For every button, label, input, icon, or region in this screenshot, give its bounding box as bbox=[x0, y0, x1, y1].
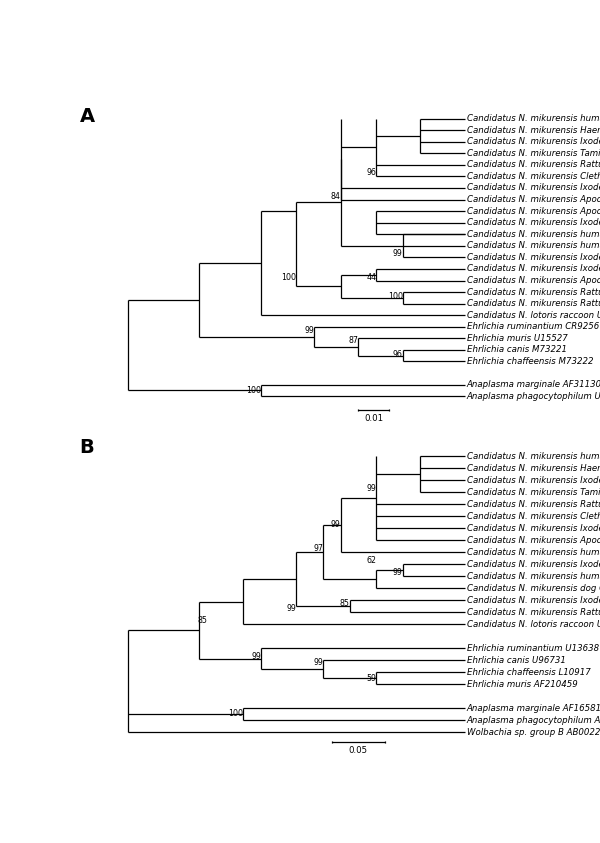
Text: 99: 99 bbox=[313, 658, 323, 667]
Text: Candidatus N. mikurensis Rattus norvegicus Japan AB084582: Candidatus N. mikurensis Rattus norvegic… bbox=[467, 299, 600, 309]
Text: Candidatus N. mikurensis Ixodes ricinus Netherlands AF104680: Candidatus N. mikurensis Ixodes ricinus … bbox=[467, 253, 600, 262]
Text: 0.01: 0.01 bbox=[364, 414, 383, 423]
Text: 96: 96 bbox=[393, 350, 403, 359]
Text: 99: 99 bbox=[393, 568, 403, 577]
Text: Ehrlichia ruminantium CR925678: Ehrlichia ruminantium CR925678 bbox=[467, 322, 600, 331]
Text: 100: 100 bbox=[281, 272, 296, 282]
Text: Candidatus N. mikurensis Clethrionomys rufocanus Heilongjiang JQ359069*: Candidatus N. mikurensis Clethrionomys r… bbox=[467, 512, 600, 521]
Text: Candidatus N. mikurensis human Germany EU810406: Candidatus N. mikurensis human Germany E… bbox=[467, 572, 600, 581]
Text: Ehrlichia muris AF210459: Ehrlichia muris AF210459 bbox=[467, 679, 578, 689]
Text: Candidatus N. mikurensis Ixodes ricinus Germany EU810407: Candidatus N. mikurensis Ixodes ricinus … bbox=[467, 560, 600, 569]
Text: Candidatus N. mikurensis Ixodes ovatus Japan AB074461: Candidatus N. mikurensis Ixodes ovatus J… bbox=[467, 596, 600, 604]
Text: Ehrlichia canis U96731: Ehrlichia canis U96731 bbox=[467, 656, 566, 665]
Text: 99: 99 bbox=[367, 484, 376, 493]
Text: Candidatus N. mikurensis Ixodes persulcatus Siberia FJ966359: Candidatus N. mikurensis Ixodes persulca… bbox=[467, 524, 600, 533]
Text: 84: 84 bbox=[331, 191, 341, 201]
Text: 0.05: 0.05 bbox=[349, 746, 368, 755]
Text: 96: 96 bbox=[366, 169, 376, 177]
Text: Candidatus N. mikurensis human Switzerland GQ501090: Candidatus N. mikurensis human Switzerla… bbox=[467, 230, 600, 239]
Text: Candidatus N. mikurensis Apodemus peninsulae Russia Far East FJ966366: Candidatus N. mikurensis Apodemus penins… bbox=[467, 195, 600, 204]
Text: Candidatus N. mikurensis Ixodes persulcatus Heilongjiang JQ359077*: Candidatus N. mikurensis Ixodes persulca… bbox=[467, 475, 600, 485]
Text: Anaplasma phagocytophilum U02521: Anaplasma phagocytophilum U02521 bbox=[467, 392, 600, 400]
Text: 59: 59 bbox=[366, 674, 376, 683]
Text: Candidatus N. mikurensis Tamias sibiricus Heilongjiang JQ359054*: Candidatus N. mikurensis Tamias sibiricu… bbox=[467, 148, 600, 158]
Text: Candidatus N. mikurensis Ixodes persulcatus Heilongjiang JQ359060*: Candidatus N. mikurensis Ixodes persulca… bbox=[467, 137, 600, 146]
Text: A: A bbox=[79, 107, 95, 126]
Text: 99: 99 bbox=[304, 325, 314, 335]
Text: Candidatus N. mikurensis Tamias sibiricus Heilongjiang JQ359071*: Candidatus N. mikurensis Tamias sibiricu… bbox=[467, 487, 600, 497]
Text: Candidatus N. mikurensis Ixodes ricinus Germany EU810405: Candidatus N. mikurensis Ixodes ricinus … bbox=[467, 218, 600, 227]
Text: Candidatus N. mikurensis Ixodes persulcatus Siberia FJ966360: Candidatus N. mikurensis Ixodes persulca… bbox=[467, 184, 600, 192]
Text: Candidatus N. mikurensis human Heilongjiang JQ359062*: Candidatus N. mikurensis human Heilongji… bbox=[467, 452, 600, 460]
Text: 100: 100 bbox=[228, 709, 243, 717]
Text: 44: 44 bbox=[366, 272, 376, 282]
Text: 99: 99 bbox=[393, 250, 403, 259]
Text: 87: 87 bbox=[349, 336, 358, 345]
Text: Candidatus N. mikurensis Rattus norvegicus Guangzhou AY135531: Candidatus N. mikurensis Rattus norvegic… bbox=[467, 287, 600, 297]
Text: 85: 85 bbox=[340, 599, 350, 609]
Text: 99: 99 bbox=[287, 604, 296, 613]
Text: Candidatus N. mikurensis human Heilongjiang JQ359045*: Candidatus N. mikurensis human Heilongji… bbox=[467, 114, 600, 123]
Text: Ehrlichia ruminantium U13638: Ehrlichia ruminantium U13638 bbox=[467, 644, 599, 652]
Text: Candidatus N. mikurensis Apodemus peninsulae Russia Far East FJ966365: Candidatus N. mikurensis Apodemus penins… bbox=[467, 535, 600, 545]
Text: Candidatus N. mikurensis Haemaphysalis concinna Heilongjiang JQ359078*: Candidatus N. mikurensis Haemaphysalis c… bbox=[467, 464, 600, 473]
Text: Candidatus N. mikurensis Apodemus argenteus Japan AB196304: Candidatus N. mikurensis Apodemus argent… bbox=[467, 276, 600, 285]
Text: Candidatus N. mikurensis Rattus norvegicus Japan AB084583: Candidatus N. mikurensis Rattus norvegic… bbox=[467, 608, 600, 617]
Text: Ehrlichia chaffeensis M73222: Ehrlichia chaffeensis M73222 bbox=[467, 357, 593, 366]
Text: 100: 100 bbox=[388, 293, 403, 301]
Text: B: B bbox=[79, 438, 94, 457]
Text: Candidatus N. mikurensis dog Germany EU432375: Candidatus N. mikurensis dog Germany EU4… bbox=[467, 583, 600, 593]
Text: Candidatus N. mikurensis Rattus norvegicus Heilongjiang JQ359070*: Candidatus N. mikurensis Rattus norvegic… bbox=[467, 500, 600, 508]
Text: Ehrlichia chaffeensis L10917: Ehrlichia chaffeensis L10917 bbox=[467, 668, 590, 677]
Text: Anaplasma marginale AF165812: Anaplasma marginale AF165812 bbox=[467, 704, 600, 712]
Text: 99: 99 bbox=[331, 520, 341, 529]
Text: 100: 100 bbox=[246, 386, 261, 395]
Text: 99: 99 bbox=[251, 652, 261, 661]
Text: Candidatus N. mikurensis Ixodes ovatus Japan AB074460: Candidatus N. mikurensis Ixodes ovatus J… bbox=[467, 265, 600, 273]
Text: Candidatus N. mikurensis human Germany EU810404: Candidatus N. mikurensis human Germany E… bbox=[467, 241, 600, 250]
Text: 85: 85 bbox=[198, 616, 208, 626]
Text: Candidatus N. mikurensis Apodemus speciosus Japan AB196305: Candidatus N. mikurensis Apodemus specio… bbox=[467, 207, 600, 216]
Text: Candidatus N. lotoris raccoon USA EF633744: Candidatus N. lotoris raccoon USA EF6337… bbox=[467, 311, 600, 319]
Text: 62: 62 bbox=[366, 556, 376, 565]
Text: Anaplasma marginale AF311303: Anaplasma marginale AF311303 bbox=[467, 380, 600, 389]
Text: Candidatus N. mikurensis Rattus norvegicus Heilongjiang JQ359053*: Candidatus N. mikurensis Rattus norvegic… bbox=[467, 160, 600, 169]
Text: Candidatus N. mikurensis Haemaphysalis concinna Heilongjiang JQ359061*: Candidatus N. mikurensis Haemaphysalis c… bbox=[467, 126, 600, 135]
Text: Anaplasma phagocytophilum AF033101: Anaplasma phagocytophilum AF033101 bbox=[467, 716, 600, 725]
Text: 97: 97 bbox=[313, 544, 323, 553]
Text: Ehrlichia muris U15527: Ehrlichia muris U15527 bbox=[467, 334, 568, 343]
Text: Wolbachia sp. group B AB002286: Wolbachia sp. group B AB002286 bbox=[467, 728, 600, 737]
Text: Candidatus N. mikurensis Clethrionomys rufocanus Heilongjiang JQ359052*: Candidatus N. mikurensis Clethrionomys r… bbox=[467, 172, 600, 181]
Text: Ehrlichia canis M73221: Ehrlichia canis M73221 bbox=[467, 346, 567, 354]
Text: Candidatus N. lotoris raccoon USA EF633745: Candidatus N. lotoris raccoon USA EF6337… bbox=[467, 620, 600, 629]
Text: Candidatus N. mikurensis human Switzerland HM045824: Candidatus N. mikurensis human Switzerla… bbox=[467, 548, 600, 556]
